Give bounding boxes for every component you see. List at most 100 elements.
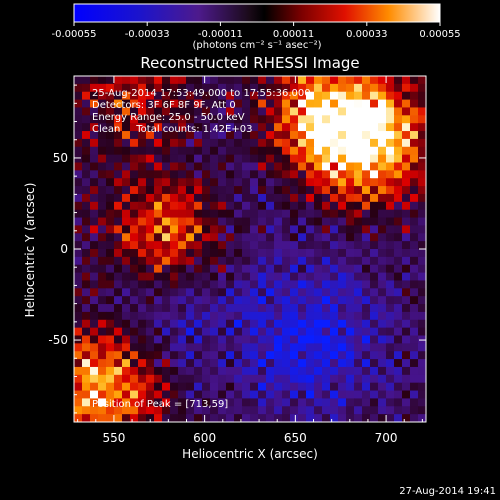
- image-pixel: [362, 366, 371, 376]
- image-pixel: [402, 414, 411, 423]
- image-pixel: [194, 233, 203, 242]
- image-pixel: [138, 343, 147, 352]
- image-pixel: [346, 319, 355, 329]
- image-pixel: [210, 178, 219, 187]
- image-pixel: [130, 154, 139, 163]
- image-pixel: [194, 335, 203, 344]
- image-pixel: [378, 138, 387, 148]
- image-pixel: [74, 359, 83, 368]
- image-pixel: [154, 398, 163, 407]
- image-pixel: [346, 390, 355, 399]
- image-pixel: [370, 170, 379, 179]
- image-pixel: [362, 201, 371, 211]
- image-pixel: [370, 162, 379, 171]
- image-pixel: [74, 296, 83, 305]
- image-pixel: [82, 280, 91, 289]
- image-pixel: [306, 241, 315, 250]
- image-pixel: [418, 233, 427, 242]
- image-pixel: [202, 107, 211, 116]
- image-pixel: [346, 264, 355, 274]
- image-pixel: [258, 178, 267, 187]
- image-pixel: [410, 249, 419, 258]
- image-pixel: [154, 249, 163, 258]
- image-pixel: [98, 131, 107, 140]
- image-pixel: [210, 414, 219, 423]
- image-pixel: [202, 288, 211, 297]
- image-pixel: [290, 359, 299, 368]
- image-pixel: [186, 249, 195, 258]
- image-pixel: [258, 256, 267, 266]
- image-pixel: [402, 201, 411, 211]
- image-pixel: [226, 162, 235, 171]
- image-pixel: [242, 131, 251, 140]
- image-pixel: [218, 366, 227, 376]
- image-pixel: [170, 382, 179, 392]
- image-pixel: [250, 398, 259, 407]
- image-pixel: [386, 225, 395, 234]
- image-pixel: [194, 296, 203, 305]
- image-pixel: [250, 366, 259, 376]
- image-pixel: [186, 186, 195, 195]
- image-pixel: [114, 115, 123, 124]
- image-pixel: [354, 311, 363, 321]
- image-pixel: [210, 280, 219, 289]
- image-pixel: [306, 366, 315, 376]
- image-pixel: [418, 382, 427, 392]
- image-pixel: [258, 264, 267, 274]
- image-pixel: [90, 217, 99, 226]
- image-pixel: [410, 366, 419, 376]
- image-pixel: [298, 138, 307, 148]
- image-pixel: [114, 343, 123, 352]
- image-pixel: [370, 209, 379, 219]
- image-pixel: [218, 76, 227, 85]
- image-pixel: [146, 343, 155, 352]
- image-pixel: [202, 335, 211, 344]
- image-pixel: [274, 256, 283, 266]
- image-pixel: [394, 123, 403, 132]
- image-pixel: [82, 304, 91, 313]
- image-pixel: [162, 115, 171, 124]
- image-pixel: [330, 178, 339, 187]
- image-pixel: [74, 390, 83, 399]
- image-pixel: [106, 115, 115, 124]
- image-pixel: [314, 99, 323, 108]
- image-pixel: [258, 217, 267, 226]
- image-pixel: [250, 351, 259, 360]
- colorbar-tick-label: -0.00011: [198, 29, 243, 40]
- image-pixel: [226, 76, 235, 85]
- image-pixel: [154, 233, 163, 242]
- image-pixel: [74, 241, 83, 250]
- image-pixel: [162, 217, 171, 226]
- image-pixel: [170, 319, 179, 329]
- image-pixel: [122, 217, 131, 226]
- image-pixel: [202, 91, 211, 101]
- image-pixel: [74, 272, 83, 281]
- image-pixel: [354, 217, 363, 226]
- image-pixel: [250, 241, 259, 250]
- image-pixel: [378, 131, 387, 140]
- image-pixel: [306, 249, 315, 258]
- image-pixel: [290, 170, 299, 179]
- image-pixel: [226, 374, 235, 384]
- image-pixel: [234, 107, 243, 116]
- image-pixel: [386, 178, 395, 187]
- image-pixel: [138, 319, 147, 329]
- image-pixel: [338, 115, 347, 124]
- image-pixel: [130, 398, 139, 407]
- image-pixel: [386, 327, 395, 336]
- image-pixel: [178, 304, 187, 313]
- image-pixel: [186, 390, 195, 399]
- image-pixel: [266, 327, 275, 336]
- image-pixel: [306, 91, 315, 101]
- image-pixel: [218, 390, 227, 399]
- image-pixel: [386, 170, 395, 179]
- image-pixel: [234, 366, 243, 376]
- image-pixel: [186, 382, 195, 392]
- image-pixel: [402, 154, 411, 163]
- image-pixel: [242, 83, 251, 93]
- image-pixel: [394, 327, 403, 336]
- image-pixel: [146, 217, 155, 226]
- image-pixel: [290, 83, 299, 93]
- image-pixel: [370, 201, 379, 211]
- image-pixel: [226, 406, 235, 415]
